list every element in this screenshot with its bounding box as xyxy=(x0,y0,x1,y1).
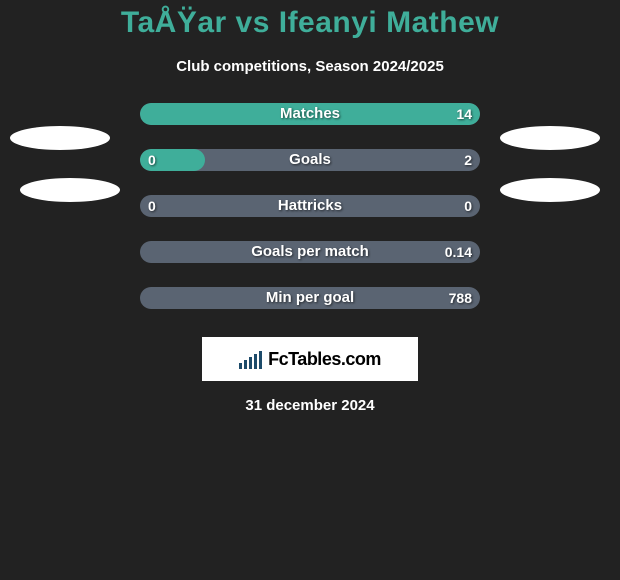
brand-logo-bar xyxy=(254,354,257,369)
brand-logo-bar xyxy=(259,351,262,369)
stat-bar xyxy=(140,241,480,263)
stat-bar-fill xyxy=(140,149,205,171)
stat-row: Min per goal788 xyxy=(0,287,620,333)
stat-bar xyxy=(140,103,480,125)
snapshot-date: 31 december 2024 xyxy=(0,397,620,414)
brand-logo-bar xyxy=(239,363,242,369)
stat-bar xyxy=(140,287,480,309)
brand-logo-bars-icon xyxy=(239,349,262,369)
stat-row: Goals per match0.14 xyxy=(0,241,620,287)
subtitle: Club competitions, Season 2024/2025 xyxy=(0,58,620,75)
brand-logo-bar xyxy=(244,360,247,369)
brand-logo-text: FcTables.com xyxy=(268,349,381,370)
brand-logo: FcTables.com xyxy=(202,337,418,381)
stat-row: Goals02 xyxy=(0,149,620,195)
stat-bar xyxy=(140,149,480,171)
stat-row: Hattricks00 xyxy=(0,195,620,241)
page-title: TaÅŸar vs Ifeanyi Mathew xyxy=(0,6,620,40)
stat-row: Matches14 xyxy=(0,103,620,149)
brand-logo-bar xyxy=(249,357,252,369)
stat-bar xyxy=(140,195,480,217)
stat-bar-fill xyxy=(140,103,480,125)
stats-container: Matches14Goals02Hattricks00Goals per mat… xyxy=(0,103,620,333)
